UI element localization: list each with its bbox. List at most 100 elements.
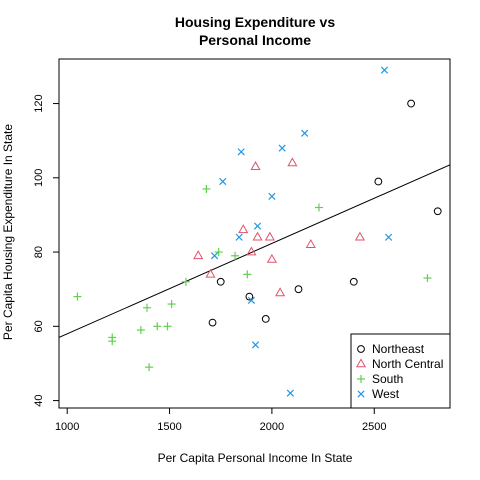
point-west-stroke: [278, 144, 286, 152]
x-tick-label: 1500: [157, 421, 181, 433]
point-northeast-shape: [349, 277, 358, 286]
point-northeast: [245, 292, 254, 301]
legend-box: [350, 333, 451, 409]
point-west: [210, 252, 219, 260]
x-tick-label: 2000: [260, 421, 284, 433]
point-north-central-shape: [250, 161, 261, 170]
point-west-stroke: [247, 296, 256, 304]
point-west-stroke: [237, 148, 245, 156]
point-northeast: [216, 277, 225, 286]
point-north-central: [193, 250, 204, 260]
point-north-central-shape: [252, 231, 263, 241]
point-south: [73, 292, 82, 301]
point-west-stroke: [251, 341, 260, 349]
point-northeast-shape: [294, 285, 303, 294]
point-west: [235, 233, 243, 241]
legend-marker-north-central-shape: [355, 358, 367, 368]
point-south: [243, 270, 252, 279]
point-west: [380, 66, 389, 74]
point-north-central-shape: [193, 250, 204, 260]
point-south: [153, 322, 162, 331]
point-south: [423, 274, 432, 283]
point-south: [202, 184, 211, 193]
point-north-central: [275, 287, 286, 297]
point-south: [108, 337, 117, 346]
point-northeast: [374, 177, 383, 186]
point-northeast: [433, 207, 442, 216]
x-tick-label: 2500: [362, 421, 386, 433]
point-south: [167, 300, 176, 309]
point-northeast-shape: [374, 177, 383, 186]
point-south: [143, 303, 152, 312]
legend-marker-west: [357, 390, 365, 398]
point-west: [384, 233, 393, 241]
plot-area: 1000 1500 2000 2500 40 60 80 100 120: [33, 58, 451, 433]
point-south: [231, 251, 240, 260]
point-west: [251, 341, 260, 349]
regression-line: [59, 164, 450, 338]
point-northeast-shape: [407, 99, 416, 108]
legend-label-north-central: North Central: [372, 357, 443, 371]
y-tick-label: 100: [33, 169, 45, 187]
point-north-central: [354, 231, 365, 241]
point-west-stroke: [219, 177, 227, 186]
point-west-stroke: [384, 233, 393, 241]
point-northeast: [407, 99, 416, 108]
legend-label-west: West: [372, 387, 400, 401]
point-north-central: [252, 231, 263, 241]
point-north-central-shape: [305, 239, 316, 248]
point-north-central: [287, 157, 298, 167]
y-axis-label: Per Capita Housing Expenditure In State: [1, 124, 15, 340]
point-west: [253, 222, 262, 230]
legend-label-south: South: [372, 372, 403, 386]
point-south: [136, 326, 145, 335]
point-west: [286, 389, 294, 397]
legend-marker-north-central: [355, 358, 367, 368]
point-north-central: [305, 239, 316, 248]
legend-marker-northeast: [357, 345, 365, 353]
point-north-central: [238, 224, 249, 234]
point-north-central-shape: [264, 231, 275, 241]
legend-marker-south: [357, 375, 365, 383]
point-north-central: [266, 253, 277, 263]
point-west-stroke: [380, 66, 389, 74]
point-northeast-shape: [216, 277, 225, 286]
point-northeast: [349, 277, 358, 286]
y-tick-label: 40: [33, 394, 45, 406]
point-north-central: [250, 161, 261, 170]
point-north-central-shape: [246, 246, 257, 256]
point-west-stroke: [235, 233, 243, 241]
y-tick-label: 120: [33, 94, 45, 112]
point-north-central-shape: [205, 268, 216, 278]
point-west-stroke: [286, 389, 294, 397]
point-south: [314, 203, 323, 212]
chart-title-line-2: Personal Income: [199, 32, 311, 48]
y-tick-label: 80: [33, 246, 45, 258]
point-north-central-shape: [275, 287, 286, 297]
point-west: [237, 148, 245, 156]
point-northeast-shape: [208, 318, 217, 327]
point-west: [301, 129, 309, 137]
point-northeast-shape: [261, 314, 270, 323]
point-west: [268, 192, 276, 200]
chart-title-line-1: Housing Expenditure vs: [175, 14, 335, 30]
y-tick-label: 60: [33, 320, 45, 332]
point-north-central: [264, 231, 275, 241]
point-west-stroke: [301, 129, 309, 137]
point-north-central-shape: [287, 157, 298, 167]
point-northeast: [294, 285, 303, 294]
point-north-central: [246, 246, 257, 256]
point-north-central-shape: [238, 224, 249, 234]
legend-marker-west-stroke: [357, 390, 365, 398]
legend-label-northeast: Northeast: [372, 342, 425, 356]
legend-marker-northeast-shape: [357, 345, 365, 353]
point-west-stroke: [210, 252, 219, 260]
point-northeast: [261, 314, 270, 323]
point-north-central: [205, 268, 216, 278]
point-north-central-shape: [354, 231, 365, 241]
point-northeast-shape: [245, 292, 254, 301]
point-south: [214, 248, 223, 257]
point-west: [278, 144, 286, 152]
